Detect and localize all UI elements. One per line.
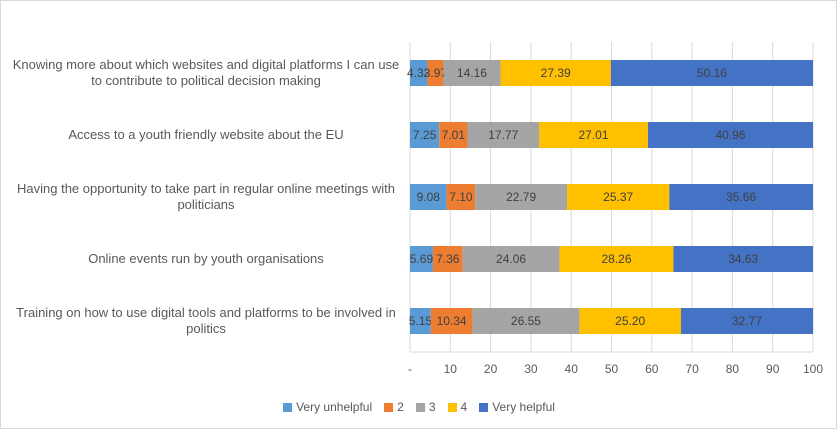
legend-item: 2 — [384, 400, 404, 414]
data-label: 35.66 — [726, 190, 756, 204]
bar-segment — [673, 246, 813, 272]
bar-segment — [446, 184, 476, 210]
data-label: 9.08 — [417, 190, 441, 204]
data-label: 24.06 — [496, 252, 526, 266]
x-tick-label: 50 — [605, 362, 619, 376]
bar-segment — [472, 308, 580, 334]
bar-segment — [439, 122, 468, 148]
legend-label: Very unhelpful — [296, 400, 373, 414]
legend-label: Very helpful — [492, 400, 555, 414]
category-label: Having the opportunity to take part in r… — [17, 181, 395, 212]
legend-swatch — [415, 402, 425, 412]
legend-label: 4 — [460, 400, 468, 414]
data-label: 50.16 — [697, 66, 727, 80]
bar-segment — [539, 122, 648, 148]
legend-swatch — [447, 402, 457, 412]
x-tick-label: 40 — [565, 362, 579, 376]
x-tick-label: 100 — [803, 362, 823, 376]
data-label: 5.69 — [410, 252, 434, 266]
data-label: 27.01 — [578, 128, 608, 142]
data-label: 7.25 — [413, 128, 437, 142]
bar-segment — [410, 308, 431, 334]
data-label: 26.55 — [511, 314, 541, 328]
bar-segment — [410, 122, 440, 148]
data-label: 7.01 — [442, 128, 466, 142]
bar-segment — [430, 308, 473, 334]
data-label: 28.26 — [601, 252, 631, 266]
bar-segment — [443, 60, 501, 86]
data-label: 25.20 — [615, 314, 645, 328]
legend-label: 2 — [397, 400, 404, 414]
x-tick-label: - — [408, 362, 412, 376]
data-label: 10.34 — [437, 314, 467, 328]
bar-segment — [579, 308, 681, 334]
x-tick-label: 20 — [484, 362, 498, 376]
data-label: 14.16 — [457, 66, 487, 80]
data-label: 17.77 — [488, 128, 518, 142]
bar-segment — [669, 184, 813, 210]
category-label: Access to a youth friendly website about… — [68, 127, 344, 142]
bar-segment — [559, 246, 674, 272]
x-tick-label: 10 — [444, 362, 458, 376]
data-label: 3.97 — [424, 66, 448, 80]
legend-swatch — [384, 402, 394, 412]
data-label: 22.79 — [506, 190, 536, 204]
bar-segment — [500, 60, 611, 86]
legend-item: 4 — [447, 400, 468, 414]
bar-segment — [410, 184, 447, 210]
legend-item: Very unhelpful — [283, 400, 372, 414]
bar-segment — [610, 60, 813, 86]
bar-segment — [427, 60, 444, 86]
bar-segment — [647, 122, 813, 148]
data-label: 7.10 — [449, 190, 473, 204]
data-label: 5.15 — [409, 314, 433, 328]
bar-segment — [467, 122, 540, 148]
x-tick-label: 90 — [766, 362, 780, 376]
data-label: 7.36 — [436, 252, 460, 266]
bar-segment — [462, 246, 560, 272]
legend-item: Very helpful — [479, 400, 555, 414]
data-label: 4.32 — [407, 66, 431, 80]
category-label: Online events run by youth organisations — [88, 251, 324, 266]
legend-swatch — [283, 402, 293, 412]
data-label: 34.63 — [728, 252, 758, 266]
legend-swatch — [479, 402, 489, 412]
category-label: Knowing more about which websites and di… — [12, 57, 400, 88]
bar-segment — [475, 184, 568, 210]
data-label: 27.39 — [541, 66, 571, 80]
x-tick-label: 30 — [524, 362, 538, 376]
bar-segment — [432, 246, 463, 272]
legend-item: 3 — [415, 400, 436, 414]
bar-segment — [410, 60, 428, 86]
bar-segment — [567, 184, 670, 210]
x-tick-label: 80 — [726, 362, 740, 376]
legend-label: 3 — [428, 400, 436, 414]
data-label: 32.77 — [732, 314, 762, 328]
x-tick-label: 70 — [685, 362, 699, 376]
data-label: 25.37 — [603, 190, 633, 204]
x-tick-label: 60 — [645, 362, 659, 376]
category-label: Training on how to use digital tools and… — [16, 305, 396, 336]
bar-segment — [680, 308, 814, 334]
data-label: 40.96 — [715, 128, 745, 142]
legend: Very unhelpful 2 3 4 Very helpful — [0, 400, 838, 414]
bar-segment — [410, 246, 433, 272]
